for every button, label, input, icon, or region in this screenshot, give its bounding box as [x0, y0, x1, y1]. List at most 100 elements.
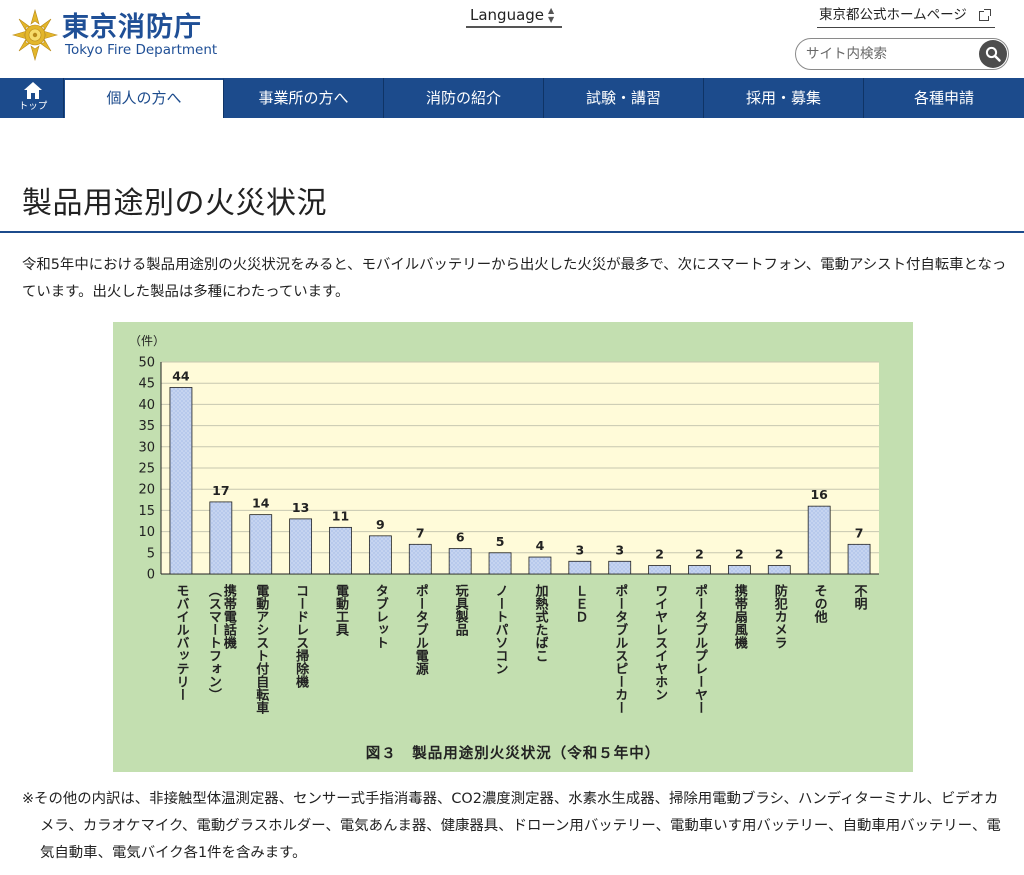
category-label: 電動アシスト付自転車 — [253, 584, 269, 715]
search-icon — [985, 46, 1001, 62]
nav-item-applications[interactable]: 各種申請 — [913, 89, 974, 107]
category-label: ワイヤレスイヤホン — [652, 584, 668, 701]
category-label: ポータブルプレーヤー — [692, 583, 708, 714]
y-tick-label: 5 — [147, 546, 155, 561]
data-label: 6 — [456, 530, 465, 545]
y-tick-label: 30 — [138, 440, 155, 455]
bar — [209, 501, 233, 575]
bar — [568, 560, 592, 575]
category-label: （スマートフォン） — [206, 584, 223, 701]
title-divider — [0, 231, 1024, 233]
data-label: 7 — [855, 525, 864, 540]
category-label: タブレット — [373, 584, 389, 649]
data-label: 2 — [775, 547, 784, 562]
bar — [608, 560, 632, 575]
bar — [648, 565, 672, 575]
chart-canvas: 0510152025303540455044モバイルバッテリー17携帯電話機（ス… — [129, 334, 879, 715]
page-title: 製品用途別の火災状況 — [22, 186, 327, 221]
data-label: 14 — [252, 496, 270, 511]
category-label: ポータブル電源 — [413, 583, 429, 676]
search-input[interactable] — [806, 44, 966, 64]
data-label: 3 — [615, 542, 624, 557]
language-selector[interactable]: Language ▲ ▼ — [466, 4, 562, 28]
y-axis-unit: （件） — [129, 334, 165, 348]
category-label: 玩具製品 — [453, 584, 470, 637]
y-tick-label: 50 — [138, 356, 155, 371]
category-label: ノートパソコン — [493, 584, 509, 675]
bar — [169, 387, 193, 575]
nav-home[interactable]: トップ — [2, 78, 64, 118]
category-label: モバイルバッテリー — [173, 584, 189, 701]
bar — [249, 514, 273, 575]
category-label: コードレス掃除機 — [293, 584, 309, 689]
y-tick-label: 45 — [138, 377, 155, 392]
language-label: Language — [470, 6, 545, 24]
category-label: 携帯扇風機 — [732, 583, 748, 650]
category-label: その他 — [812, 584, 829, 624]
category-label: 加熱式たばこ — [532, 584, 549, 662]
category-label: 携帯電話機 — [221, 583, 237, 650]
sort-arrows-icon: ▲ ▼ — [548, 6, 555, 24]
bar — [448, 548, 472, 575]
bar — [488, 552, 512, 575]
data-label: 3 — [575, 542, 584, 557]
lead-paragraph: 令和5年中における製品用途別の火災状況をみると、モバイルバッテリーから出火した火… — [22, 257, 1007, 300]
data-label: 9 — [376, 517, 385, 532]
nav-home-label: トップ — [18, 101, 48, 112]
site-logo[interactable]: 東京消防庁 Tokyo Fire Department — [12, 9, 222, 65]
bar — [767, 565, 791, 575]
data-label: 5 — [496, 534, 505, 549]
bar — [847, 543, 871, 575]
y-tick-label: 25 — [138, 462, 155, 477]
bar — [329, 526, 352, 575]
category-label: 不明 — [852, 584, 868, 611]
external-link-icon — [979, 9, 991, 21]
data-label: 2 — [695, 547, 704, 562]
global-nav: トップ 個人の方へ 事業所の方へ 消防の紹介 試験・講習 採用・募集 各種申請 — [0, 78, 1024, 118]
tokyo-fire-emblem-icon — [12, 9, 58, 61]
chart-caption: 図３ 製品用途別火災状況（令和５年中） — [365, 746, 661, 762]
data-label: 7 — [416, 525, 425, 540]
logo-japanese-text: 東京消防庁 — [62, 12, 202, 43]
bar — [408, 543, 432, 575]
site-search — [795, 38, 1009, 70]
data-label: 2 — [735, 547, 744, 562]
category-label: 防犯カメラ — [772, 583, 789, 649]
nav-item-recruitment[interactable]: 採用・募集 — [704, 78, 864, 118]
nav-item-about[interactable]: 消防の紹介 — [384, 78, 544, 118]
y-tick-label: 15 — [138, 504, 155, 519]
y-tick-label: 40 — [138, 398, 155, 413]
bar — [368, 535, 392, 575]
home-icon — [24, 82, 42, 99]
fire-by-product-chart: 0 5 10 15 20 25 30 35 40 45 50 44 モバイルバッテリー 17 携帯電話機 （ス… — [113, 322, 913, 772]
data-label: 44 — [172, 368, 190, 383]
tokyo-link-label: 東京都公式ホームページ — [819, 7, 967, 23]
bar — [727, 565, 751, 575]
bar — [688, 565, 711, 575]
data-label: 16 — [810, 487, 828, 502]
data-label: 11 — [332, 508, 349, 523]
bar — [528, 556, 552, 575]
nav-item-exams[interactable]: 試験・講習 — [544, 78, 704, 118]
site-header: 東京消防庁 Tokyo Fire Department Language ▲ ▼ … — [0, 0, 1024, 78]
nav-item-individuals[interactable]: 個人の方へ — [65, 78, 224, 118]
category-label: 電動工具 — [333, 584, 349, 637]
nav-item-businesses[interactable]: 事業所の方へ — [224, 78, 384, 118]
tokyo-metropolitan-link[interactable]: 東京都公式ホームページ — [817, 6, 995, 28]
bar — [807, 505, 831, 575]
y-tick-label: 35 — [138, 419, 155, 434]
y-tick-label: 10 — [138, 525, 155, 540]
data-label: 2 — [655, 547, 664, 562]
search-button[interactable] — [979, 40, 1007, 68]
data-label: 17 — [212, 483, 229, 498]
logo-english-text: Tokyo Fire Department — [65, 42, 218, 58]
category-label: ＬＥＤ — [572, 584, 587, 623]
data-label: 4 — [536, 538, 545, 553]
y-tick-label: 0 — [147, 568, 155, 583]
bar — [289, 518, 313, 575]
data-label: 13 — [292, 500, 309, 515]
plot-area: 0510152025303540455044モバイルバッテリー17携帯電話機（ス… — [138, 356, 879, 715]
y-tick-label: 20 — [138, 483, 155, 498]
footnote: ※その他の内訳は、非接触型体温測定器、センサー式手指消毒器、CO2濃度測定器、水… — [22, 791, 1001, 861]
category-label: ポータブルスピーカー — [612, 583, 628, 714]
